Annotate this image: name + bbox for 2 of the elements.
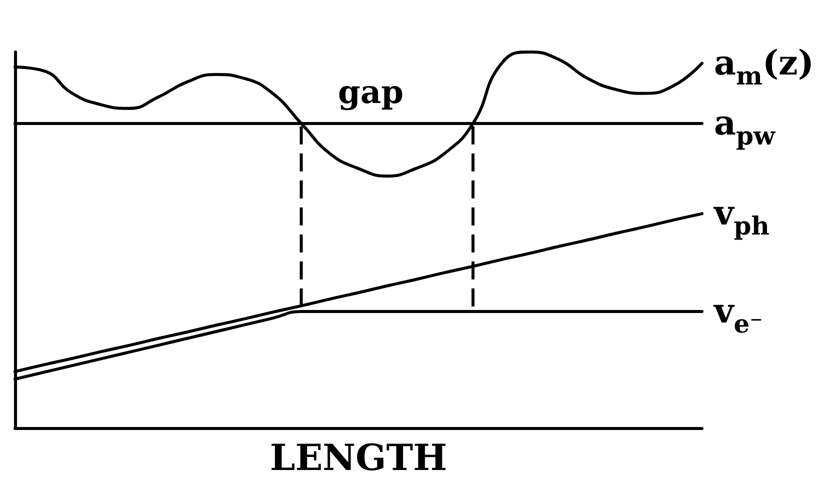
x-axis-title: LENGTH — [270, 437, 448, 479]
annotation: gap — [338, 73, 404, 111]
